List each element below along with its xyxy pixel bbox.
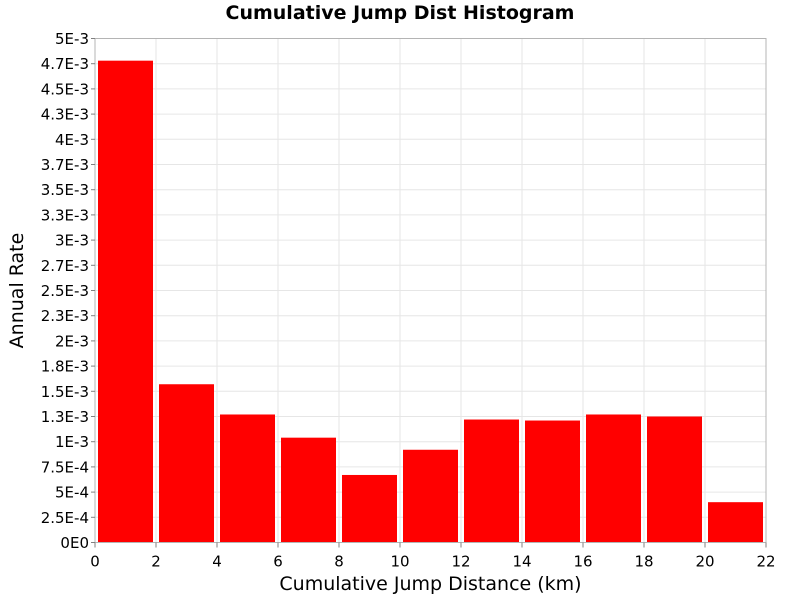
x-tick-label: 20 [695, 553, 714, 571]
y-tick-label: 3.3E-3 [41, 206, 89, 224]
x-tick-label: 14 [512, 553, 531, 571]
histogram-bar [342, 474, 397, 543]
y-tick-label: 4.5E-3 [41, 80, 89, 98]
histogram-bar [220, 414, 275, 543]
x-tick-label: 0 [90, 553, 100, 571]
x-tick-label: 18 [634, 553, 653, 571]
y-tick-label: 2E-3 [55, 332, 89, 350]
x-axis-ticks: 0 2 4 6 8 10 12 14 16 18 20 22 [90, 542, 776, 571]
y-tick-label: 1.8E-3 [41, 358, 89, 376]
x-tick-label: 8 [334, 553, 344, 571]
y-tick-label: 2.7E-3 [41, 257, 89, 275]
histogram-bar [98, 60, 153, 543]
y-tick-label: 3.5E-3 [41, 181, 89, 199]
histogram-bar [159, 384, 214, 543]
y-tick-label: 5E-4 [55, 484, 89, 502]
y-tick-label: 1.3E-3 [41, 408, 89, 426]
histogram-bar [708, 502, 763, 543]
histogram-bar [647, 416, 702, 543]
y-tick-label: 3.7E-3 [41, 156, 89, 174]
histogram-bars [98, 60, 763, 543]
y-tick-label: 0E0 [60, 534, 89, 552]
y-tick-label: 4.3E-3 [41, 106, 89, 124]
y-tick-label: 2.5E-4 [41, 509, 89, 527]
histogram-bar [586, 414, 641, 543]
y-tick-label: 1.5E-3 [41, 383, 89, 401]
y-axis-title: Annual Rate [6, 233, 28, 349]
x-tick-label: 6 [273, 553, 283, 571]
x-tick-label: 16 [573, 553, 592, 571]
y-tick-label: 7.5E-4 [41, 458, 89, 476]
y-tick-label: 1E-3 [55, 433, 89, 451]
y-tick-label: 4E-3 [55, 131, 89, 149]
x-tick-label: 12 [451, 553, 470, 571]
x-tick-label: 2 [151, 553, 161, 571]
y-tick-label: 4.7E-3 [41, 55, 89, 73]
histogram-bar [281, 437, 336, 543]
chart-title: Cumulative Jump Dist Histogram [225, 2, 575, 24]
y-tick-label: 5E-3 [55, 30, 89, 48]
x-tick-label: 22 [756, 553, 775, 571]
y-tick-label: 2.5E-3 [41, 282, 89, 300]
x-tick-label: 4 [212, 553, 222, 571]
x-tick-label: 10 [390, 553, 409, 571]
y-axis-ticks: 0E0 2.5E-4 5E-4 7.5E-4 1E-3 1.3E-3 1.5E-3 1.8E-… [41, 30, 95, 552]
histogram-bar [525, 420, 580, 543]
x-axis-title: Cumulative Jump Distance (km) [279, 573, 581, 595]
histogram-bar [464, 419, 519, 543]
y-tick-label: 3E-3 [55, 232, 89, 250]
y-tick-label: 2.3E-3 [41, 307, 89, 325]
histogram-bar [403, 449, 458, 543]
